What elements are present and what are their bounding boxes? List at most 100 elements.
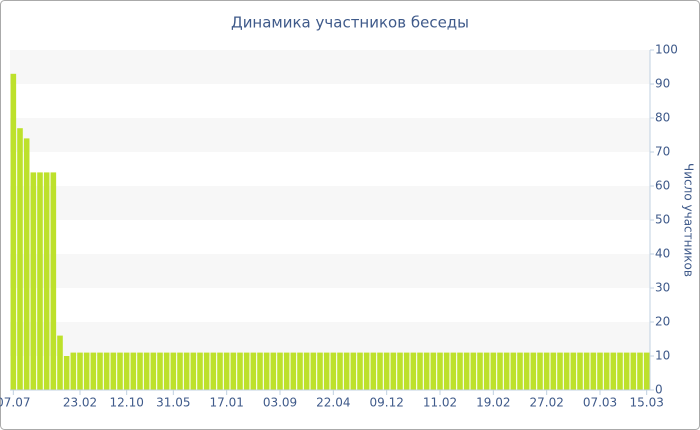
bar bbox=[363, 352, 370, 390]
bar bbox=[90, 352, 97, 390]
x-tick-label: 12.10 bbox=[109, 396, 143, 410]
y-tick-label: 100 bbox=[655, 43, 678, 57]
bar bbox=[377, 352, 383, 390]
bar bbox=[190, 352, 197, 390]
y-tick-label: 10 bbox=[655, 349, 670, 363]
bar bbox=[530, 352, 537, 390]
bar bbox=[250, 352, 257, 390]
bar bbox=[223, 352, 230, 390]
x-tick-label: 17.01 bbox=[209, 396, 243, 410]
bar bbox=[83, 352, 90, 390]
bar bbox=[417, 352, 423, 390]
bar bbox=[450, 352, 457, 390]
bar bbox=[37, 172, 43, 390]
bar bbox=[17, 128, 23, 390]
bar bbox=[610, 352, 617, 390]
bar bbox=[603, 352, 610, 390]
bar bbox=[217, 352, 223, 390]
bar bbox=[343, 352, 350, 390]
x-tick-label: 22.04 bbox=[316, 396, 350, 410]
bar bbox=[437, 352, 443, 390]
bar bbox=[390, 352, 397, 390]
bar bbox=[103, 352, 110, 390]
y-tick-label: 40 bbox=[655, 247, 670, 261]
bar bbox=[210, 352, 217, 390]
bar bbox=[457, 352, 463, 390]
bar bbox=[483, 352, 490, 390]
bar bbox=[70, 352, 77, 390]
x-tick-label: 31.05 bbox=[156, 396, 190, 410]
bar bbox=[163, 352, 170, 390]
bar bbox=[497, 352, 503, 390]
bar bbox=[303, 352, 310, 390]
bar bbox=[283, 352, 290, 390]
bar bbox=[130, 352, 137, 390]
bar bbox=[430, 352, 437, 390]
x-tick-label: 19.02 bbox=[476, 396, 510, 410]
x-tick-label: 11.02 bbox=[423, 396, 457, 410]
bar bbox=[203, 352, 210, 390]
bar bbox=[523, 352, 530, 390]
bar bbox=[23, 138, 30, 390]
y-tick-label: 90 bbox=[655, 77, 670, 91]
y-tick-label: 70 bbox=[655, 145, 670, 159]
bar bbox=[383, 352, 390, 390]
bar bbox=[577, 352, 583, 390]
bar bbox=[410, 352, 417, 390]
bar bbox=[403, 352, 410, 390]
bar bbox=[350, 352, 357, 390]
bar bbox=[270, 352, 277, 390]
bar bbox=[330, 352, 337, 390]
bar bbox=[243, 352, 250, 390]
bar bbox=[157, 352, 163, 390]
bar bbox=[310, 352, 317, 390]
bar bbox=[623, 352, 630, 390]
plot-band bbox=[10, 322, 650, 356]
y-tick-label: 50 bbox=[655, 213, 670, 227]
bar bbox=[197, 352, 203, 390]
plot-band bbox=[10, 186, 650, 220]
bar bbox=[123, 352, 130, 390]
bar bbox=[543, 352, 550, 390]
bar bbox=[10, 73, 17, 391]
x-tick-label: 03.09 bbox=[263, 396, 297, 410]
bar bbox=[550, 352, 557, 390]
plot-band bbox=[10, 118, 650, 152]
bar bbox=[257, 352, 263, 390]
bar bbox=[570, 352, 577, 390]
bar bbox=[137, 352, 143, 390]
bar bbox=[50, 172, 57, 390]
plot-band bbox=[10, 50, 650, 84]
bar bbox=[337, 352, 343, 390]
bar bbox=[290, 352, 297, 390]
bar bbox=[317, 352, 323, 390]
bar bbox=[423, 352, 430, 390]
bar bbox=[117, 352, 123, 390]
bar bbox=[583, 352, 590, 390]
x-tick-label: 23.02 bbox=[63, 396, 97, 410]
bar bbox=[170, 352, 177, 390]
bar bbox=[590, 352, 597, 390]
y-tick-label: 0 bbox=[655, 383, 663, 397]
bar bbox=[230, 352, 237, 390]
bar bbox=[323, 352, 330, 390]
bar bbox=[77, 352, 83, 390]
bar bbox=[297, 352, 303, 390]
x-tick-label: 07.07 bbox=[0, 396, 31, 410]
bar bbox=[443, 352, 450, 390]
bar bbox=[597, 352, 603, 390]
bar bbox=[557, 352, 563, 390]
bar bbox=[43, 172, 50, 390]
bar bbox=[143, 352, 150, 390]
bar bbox=[470, 352, 477, 390]
y-tick-label: 20 bbox=[655, 315, 670, 329]
bar bbox=[237, 352, 243, 390]
bar bbox=[177, 352, 183, 390]
bar bbox=[643, 352, 650, 390]
bar bbox=[630, 352, 637, 390]
bar bbox=[150, 352, 157, 390]
bar bbox=[263, 352, 270, 390]
bar bbox=[57, 335, 63, 390]
bar bbox=[510, 352, 517, 390]
